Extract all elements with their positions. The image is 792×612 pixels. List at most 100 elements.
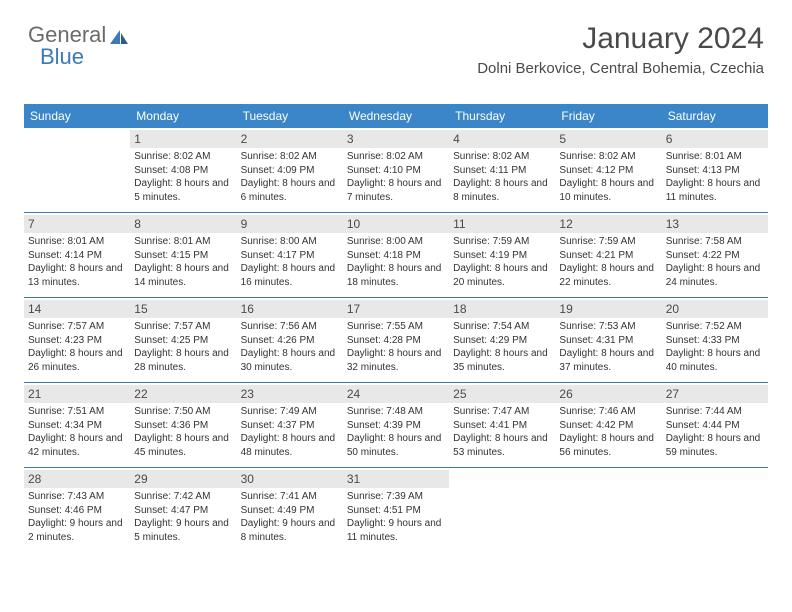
day-info: Sunrise: 7:55 AMSunset: 4:28 PMDaylight:… bbox=[347, 320, 445, 374]
day-cell bbox=[662, 468, 768, 552]
day-number: 3 bbox=[343, 130, 449, 148]
day-header: Wednesday bbox=[343, 104, 449, 128]
day-info: Sunrise: 7:59 AMSunset: 4:21 PMDaylight:… bbox=[559, 235, 657, 289]
day-number: 5 bbox=[555, 130, 661, 148]
day-cell bbox=[24, 128, 130, 212]
day-number: 19 bbox=[555, 300, 661, 318]
day-cell: 24 Sunrise: 7:48 AMSunset: 4:39 PMDayligh… bbox=[343, 383, 449, 467]
day-header: Tuesday bbox=[237, 104, 343, 128]
day-number: 12 bbox=[555, 215, 661, 233]
day-cell: 13 Sunrise: 7:58 AMSunset: 4:22 PMDayligh… bbox=[662, 213, 768, 297]
day-cell bbox=[449, 468, 555, 552]
day-info: Sunrise: 7:56 AMSunset: 4:26 PMDaylight:… bbox=[241, 320, 339, 374]
day-info: Sunrise: 7:44 AMSunset: 4:44 PMDaylight:… bbox=[666, 405, 764, 459]
day-number: 17 bbox=[343, 300, 449, 318]
day-number: 23 bbox=[237, 385, 343, 403]
week-row: 21 Sunrise: 7:51 AMSunset: 4:34 PMDayligh… bbox=[24, 383, 768, 468]
day-header: Friday bbox=[555, 104, 661, 128]
weeks-grid: 1Sunrise: 8:02 AMSunset: 4:08 PMDaylight… bbox=[24, 128, 768, 552]
day-cell: 12 Sunrise: 7:59 AMSunset: 4:21 PMDayligh… bbox=[555, 213, 661, 297]
day-info: Sunrise: 7:57 AMSunset: 4:25 PMDaylight:… bbox=[134, 320, 232, 374]
day-info: Sunrise: 7:43 AMSunset: 4:46 PMDaylight:… bbox=[28, 490, 126, 544]
day-cell: 2 Sunrise: 8:02 AMSunset: 4:09 PMDaylight… bbox=[237, 128, 343, 212]
day-number: 13 bbox=[662, 215, 768, 233]
day-info: Sunrise: 7:59 AMSunset: 4:19 PMDaylight:… bbox=[453, 235, 551, 289]
day-number: 8 bbox=[130, 215, 236, 233]
day-info: Sunrise: 7:57 AMSunset: 4:23 PMDaylight:… bbox=[28, 320, 126, 374]
day-cell: 21 Sunrise: 7:51 AMSunset: 4:34 PMDayligh… bbox=[24, 383, 130, 467]
day-cell: 27 Sunrise: 7:44 AMSunset: 4:44 PMDayligh… bbox=[662, 383, 768, 467]
day-cell: 26 Sunrise: 7:46 AMSunset: 4:42 PMDayligh… bbox=[555, 383, 661, 467]
day-number: 11 bbox=[449, 215, 555, 233]
day-number: 21 bbox=[24, 385, 130, 403]
day-info: Sunrise: 7:47 AMSunset: 4:41 PMDaylight:… bbox=[453, 405, 551, 459]
day-cell: 8 Sunrise: 8:01 AMSunset: 4:15 PMDaylight… bbox=[130, 213, 236, 297]
day-cell: 14Sunrise: 7:57 AMSunset: 4:23 PMDayligh… bbox=[24, 298, 130, 382]
day-cell: 10Sunrise: 8:00 AMSunset: 4:18 PMDayligh… bbox=[343, 213, 449, 297]
day-number: 22 bbox=[130, 385, 236, 403]
day-info: Sunrise: 7:53 AMSunset: 4:31 PMDaylight:… bbox=[559, 320, 657, 374]
day-info: Sunrise: 7:58 AMSunset: 4:22 PMDaylight:… bbox=[666, 235, 764, 289]
day-info: Sunrise: 7:48 AMSunset: 4:39 PMDaylight:… bbox=[347, 405, 445, 459]
day-info: Sunrise: 8:02 AMSunset: 4:08 PMDaylight:… bbox=[134, 150, 232, 204]
day-number: 26 bbox=[555, 385, 661, 403]
day-cell: 7 Sunrise: 8:01 AMSunset: 4:14 PMDaylight… bbox=[24, 213, 130, 297]
day-number: 28 bbox=[24, 470, 130, 488]
day-number: 7 bbox=[24, 215, 130, 233]
day-cell: 4Sunrise: 8:02 AMSunset: 4:11 PMDaylight… bbox=[449, 128, 555, 212]
day-header: Thursday bbox=[449, 104, 555, 128]
day-cell: 5 Sunrise: 8:02 AMSunset: 4:12 PMDaylight… bbox=[555, 128, 661, 212]
day-number: 29 bbox=[130, 470, 236, 488]
day-info: Sunrise: 7:50 AMSunset: 4:36 PMDaylight:… bbox=[134, 405, 232, 459]
week-row: 14Sunrise: 7:57 AMSunset: 4:23 PMDayligh… bbox=[24, 298, 768, 383]
day-cell: 11 Sunrise: 7:59 AMSunset: 4:19 PMDayligh… bbox=[449, 213, 555, 297]
day-info: Sunrise: 7:54 AMSunset: 4:29 PMDaylight:… bbox=[453, 320, 551, 374]
day-headers-row: SundayMondayTuesdayWednesdayThursdayFrid… bbox=[24, 104, 768, 128]
week-row: 7 Sunrise: 8:01 AMSunset: 4:14 PMDaylight… bbox=[24, 213, 768, 298]
day-number: 18 bbox=[449, 300, 555, 318]
header: January 2024 Dolni Berkovice, Central Bo… bbox=[477, 22, 764, 77]
day-number: 30 bbox=[237, 470, 343, 488]
day-cell: 31 Sunrise: 7:39 AMSunset: 4:51 PMDayligh… bbox=[343, 468, 449, 552]
day-info: Sunrise: 7:39 AMSunset: 4:51 PMDaylight:… bbox=[347, 490, 445, 544]
day-header: Sunday bbox=[24, 104, 130, 128]
day-number: 9 bbox=[237, 215, 343, 233]
day-info: Sunrise: 7:41 AMSunset: 4:49 PMDaylight:… bbox=[241, 490, 339, 544]
day-cell: 3 Sunrise: 8:02 AMSunset: 4:10 PMDaylight… bbox=[343, 128, 449, 212]
day-number: 31 bbox=[343, 470, 449, 488]
day-info: Sunrise: 8:00 AMSunset: 4:17 PMDaylight:… bbox=[241, 235, 339, 289]
day-cell: 16Sunrise: 7:56 AMSunset: 4:26 PMDayligh… bbox=[237, 298, 343, 382]
day-info: Sunrise: 8:02 AMSunset: 4:10 PMDaylight:… bbox=[347, 150, 445, 204]
week-row: 28 Sunrise: 7:43 AMSunset: 4:46 PMDayligh… bbox=[24, 468, 768, 552]
day-number: 27 bbox=[662, 385, 768, 403]
day-cell: 15Sunrise: 7:57 AMSunset: 4:25 PMDayligh… bbox=[130, 298, 236, 382]
day-info: Sunrise: 7:42 AMSunset: 4:47 PMDaylight:… bbox=[134, 490, 232, 544]
day-cell: 19 Sunrise: 7:53 AMSunset: 4:31 PMDayligh… bbox=[555, 298, 661, 382]
day-number: 24 bbox=[343, 385, 449, 403]
calendar: SundayMondayTuesdayWednesdayThursdayFrid… bbox=[24, 104, 768, 552]
day-info: Sunrise: 7:52 AMSunset: 4:33 PMDaylight:… bbox=[666, 320, 764, 374]
logo-text-blue: Blue bbox=[40, 44, 84, 70]
day-number: 4 bbox=[449, 130, 555, 148]
day-number: 10 bbox=[343, 215, 449, 233]
day-cell: 23 Sunrise: 7:49 AMSunset: 4:37 PMDayligh… bbox=[237, 383, 343, 467]
day-cell: 25 Sunrise: 7:47 AMSunset: 4:41 PMDayligh… bbox=[449, 383, 555, 467]
day-cell bbox=[555, 468, 661, 552]
day-cell: 17 Sunrise: 7:55 AMSunset: 4:28 PMDayligh… bbox=[343, 298, 449, 382]
day-info: Sunrise: 7:46 AMSunset: 4:42 PMDaylight:… bbox=[559, 405, 657, 459]
day-info: Sunrise: 8:01 AMSunset: 4:15 PMDaylight:… bbox=[134, 235, 232, 289]
day-cell: 20Sunrise: 7:52 AMSunset: 4:33 PMDayligh… bbox=[662, 298, 768, 382]
day-number: 2 bbox=[237, 130, 343, 148]
day-number: 25 bbox=[449, 385, 555, 403]
day-cell: 18 Sunrise: 7:54 AMSunset: 4:29 PMDayligh… bbox=[449, 298, 555, 382]
day-cell: 22 Sunrise: 7:50 AMSunset: 4:36 PMDayligh… bbox=[130, 383, 236, 467]
day-info: Sunrise: 8:02 AMSunset: 4:12 PMDaylight:… bbox=[559, 150, 657, 204]
day-info: Sunrise: 7:49 AMSunset: 4:37 PMDaylight:… bbox=[241, 405, 339, 459]
day-cell: 9 Sunrise: 8:00 AMSunset: 4:17 PMDaylight… bbox=[237, 213, 343, 297]
day-info: Sunrise: 8:02 AMSunset: 4:09 PMDaylight:… bbox=[241, 150, 339, 204]
day-header: Saturday bbox=[662, 104, 768, 128]
day-info: Sunrise: 8:01 AMSunset: 4:14 PMDaylight:… bbox=[28, 235, 126, 289]
day-cell: 28 Sunrise: 7:43 AMSunset: 4:46 PMDayligh… bbox=[24, 468, 130, 552]
day-info: Sunrise: 7:51 AMSunset: 4:34 PMDaylight:… bbox=[28, 405, 126, 459]
day-header: Monday bbox=[130, 104, 236, 128]
